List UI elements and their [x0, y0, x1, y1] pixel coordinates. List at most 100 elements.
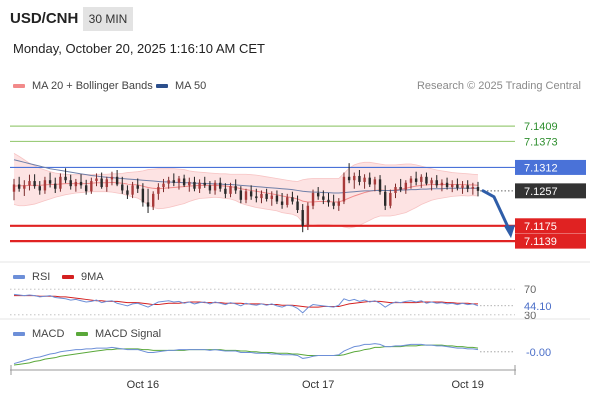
candle-body [286, 197, 289, 205]
candle-body [229, 186, 232, 194]
candle-body [141, 188, 145, 203]
current-price-box [515, 183, 586, 199]
macd-value-label: -0.00 [526, 347, 551, 359]
candle-body [203, 182, 206, 186]
candle-body [193, 181, 196, 189]
price-panel[interactable]: 7.1409 7.1373 7.1312 7.1175 7.1139 7.1257 [0, 121, 590, 263]
candle-body [440, 182, 444, 186]
candle-body [121, 184, 124, 191]
candle-body [244, 191, 248, 200]
legend-macd: MACD [13, 328, 64, 340]
legend-rsi-label: RSI [32, 271, 51, 283]
candle-body [213, 182, 217, 191]
legend-bollinger-label: MA 20 + Bollinger Bands [32, 80, 153, 92]
legend-bollinger: MA 20 + Bollinger Bands [13, 80, 153, 92]
pivot-label: 7.1312 [524, 162, 558, 174]
candle-body [301, 210, 304, 226]
candle-body [316, 192, 320, 197]
legend-macd-signal-label: MACD Signal [95, 328, 162, 340]
candle-body [12, 184, 16, 192]
candle-body [105, 179, 108, 188]
support-label-box [515, 218, 586, 234]
candle-body [327, 199, 330, 203]
candle-body [239, 190, 243, 200]
candle-body [456, 184, 459, 188]
projection-arrow [481, 189, 511, 231]
candle-body [461, 185, 464, 188]
x-tick-label: Oct 17 [302, 379, 334, 391]
resistance-label: 7.1409 [524, 121, 558, 133]
x-tick-label: Oct 19 [451, 379, 483, 391]
candle-body [363, 177, 366, 182]
interval-badge[interactable]: 30 MIN [83, 7, 133, 31]
candle-body [90, 181, 93, 192]
macd-panel[interactable]: -0.00 [13, 343, 551, 366]
candle-body [358, 175, 361, 182]
candle-body [373, 179, 377, 185]
candle-body [110, 176, 114, 180]
rsi-value-label: 44.10 [524, 301, 552, 313]
candle-body [177, 178, 181, 183]
candle-body [64, 176, 67, 181]
candle-body [471, 187, 475, 189]
candle-body [74, 181, 78, 187]
candle-body [100, 178, 103, 188]
candle-body [224, 188, 227, 194]
time-axis: Oct 16 Oct 17 Oct 19 [10, 365, 516, 391]
candle-body [84, 185, 88, 192]
macd-signal-line [13, 344, 479, 366]
candle-body [342, 176, 346, 202]
rsi-line [13, 293, 479, 314]
candle-body [384, 191, 387, 206]
bollinger-upper-line [13, 153, 479, 182]
legend-rsi-ma-swatch [62, 275, 74, 279]
rsi-level-label: 70 [524, 284, 536, 296]
candle-body [59, 176, 62, 189]
candle-body [255, 196, 258, 199]
candle-body [95, 178, 98, 182]
candle-body [378, 179, 382, 192]
candle-body [296, 201, 299, 211]
legend-macd-label: MACD [32, 328, 65, 340]
candle-body [270, 195, 273, 199]
current-price-label: 7.1257 [524, 186, 558, 198]
candle-body [280, 201, 284, 205]
resistance-label: 7.1373 [524, 136, 558, 148]
legend-macd-signal-swatch [76, 332, 88, 336]
candle-body [265, 193, 268, 199]
candle-body [291, 197, 294, 202]
candle-body [234, 186, 237, 191]
legend-rsi-swatch [13, 275, 25, 279]
candle-body [425, 176, 428, 184]
candle-body [404, 182, 408, 190]
candle-body [337, 201, 340, 206]
legend-bollinger-swatch [13, 84, 25, 88]
candle-body [17, 184, 21, 189]
support-label: 7.1139 [524, 236, 557, 248]
candle-body [414, 178, 418, 182]
legend-ma50-label: MA 50 [175, 80, 207, 92]
candle-body [420, 176, 423, 182]
candle-body [311, 192, 315, 206]
rsi-level-label: 30 [524, 310, 536, 322]
candle-body [347, 176, 351, 181]
pivot-label-box [515, 159, 586, 175]
candle-body [69, 180, 72, 187]
candle-body [188, 181, 191, 186]
candle-body [399, 187, 402, 190]
legend-rsi-ma: 9MA [62, 271, 104, 283]
projection-arrowhead [504, 225, 515, 239]
candle-body [152, 193, 155, 207]
research-credit: Research © 2025 Trading Central [416, 80, 581, 92]
rsi-value-bg [519, 298, 555, 312]
support-label-box [515, 233, 586, 249]
candle-body [451, 184, 454, 188]
candle-body [54, 183, 57, 189]
macd-line [13, 343, 479, 365]
candle-body [79, 181, 83, 186]
candle-body [167, 180, 170, 184]
symbol-title: USD/CNH [10, 10, 79, 27]
candle-body [136, 185, 139, 189]
